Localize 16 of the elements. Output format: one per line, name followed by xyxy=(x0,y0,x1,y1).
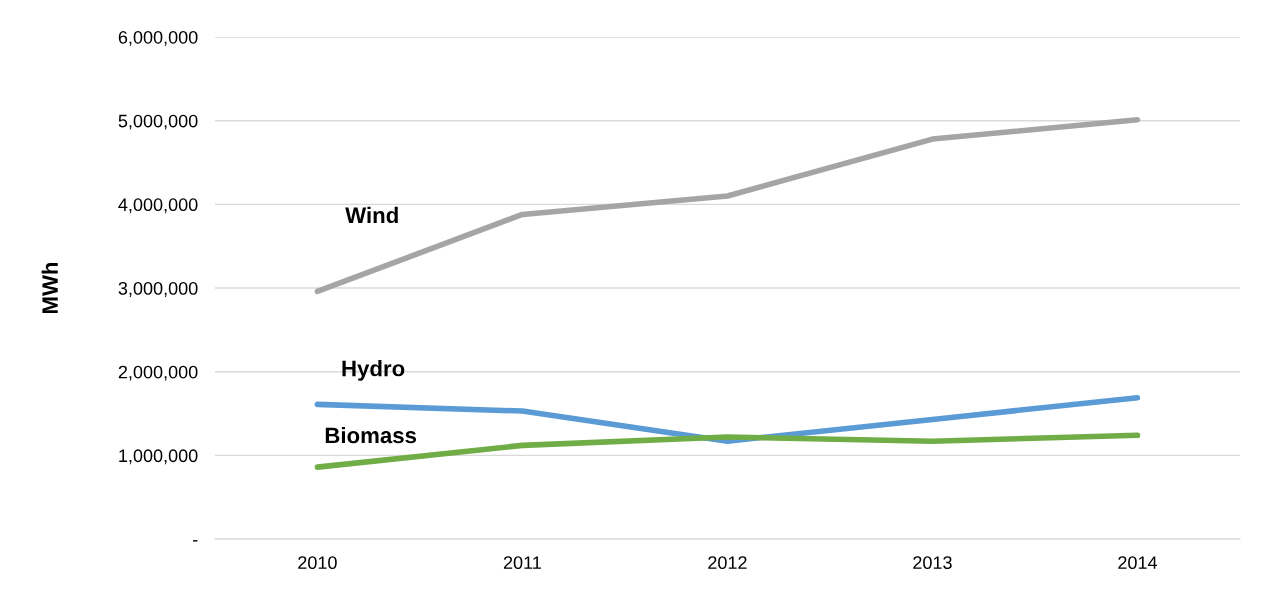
x-tick-label: 2012 xyxy=(708,556,747,570)
y-tick-label: 3,000,000 xyxy=(118,281,198,297)
y-tick-label: 5,000,000 xyxy=(118,114,198,130)
x-tick-label: 2010 xyxy=(298,556,337,570)
x-tick-label: 2011 xyxy=(503,556,541,570)
x-tick-label: 2013 xyxy=(913,556,952,570)
series-label: Wind xyxy=(345,206,398,224)
series-label: Biomass xyxy=(325,426,417,444)
y-tick-label: 4,000,000 xyxy=(118,198,198,214)
y-tick-label: 6,000,000 xyxy=(118,30,198,46)
series-label: Hydro xyxy=(342,360,405,381)
x-tick-label: 2014 xyxy=(1118,556,1158,570)
y-tick-label: 2,000,000 xyxy=(118,365,198,381)
y-tick-label: 1,000,000 xyxy=(119,449,198,465)
y-tick-label: - xyxy=(193,540,198,542)
y-axis-title: MWh xyxy=(41,262,58,314)
